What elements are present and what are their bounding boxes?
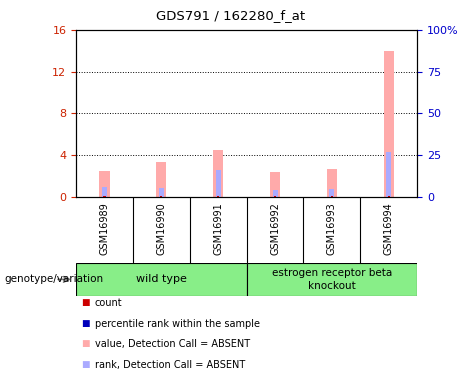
- Bar: [76, 262, 247, 296]
- Text: GSM16990: GSM16990: [156, 202, 166, 255]
- Text: ■: ■: [81, 360, 89, 369]
- Text: rank, Detection Call = ABSENT: rank, Detection Call = ABSENT: [95, 360, 245, 370]
- Text: genotype/variation: genotype/variation: [5, 274, 104, 284]
- Bar: [386, 152, 391, 197]
- Text: GSM16993: GSM16993: [327, 202, 337, 255]
- Bar: [272, 190, 278, 197]
- Text: ■: ■: [81, 298, 89, 307]
- Text: ■: ■: [81, 339, 89, 348]
- Bar: [384, 51, 394, 197]
- Bar: [102, 188, 107, 197]
- Text: wild type: wild type: [136, 274, 187, 284]
- Bar: [388, 196, 390, 197]
- Text: GSM16994: GSM16994: [384, 202, 394, 255]
- Bar: [103, 196, 106, 197]
- Bar: [327, 169, 337, 197]
- Bar: [213, 150, 223, 197]
- Text: estrogen receptor beta
knockout: estrogen receptor beta knockout: [272, 268, 392, 291]
- Text: GSM16989: GSM16989: [100, 202, 110, 255]
- Bar: [159, 188, 164, 197]
- Bar: [247, 262, 417, 296]
- Text: GDS791 / 162280_f_at: GDS791 / 162280_f_at: [156, 9, 305, 22]
- Text: percentile rank within the sample: percentile rank within the sample: [95, 319, 260, 329]
- Bar: [156, 162, 166, 197]
- Bar: [270, 172, 280, 197]
- Text: GSM16991: GSM16991: [213, 202, 223, 255]
- Bar: [331, 196, 333, 197]
- Text: count: count: [95, 298, 122, 308]
- Bar: [160, 196, 162, 197]
- Text: GSM16992: GSM16992: [270, 202, 280, 255]
- Bar: [329, 189, 335, 197]
- Bar: [274, 196, 276, 197]
- Bar: [217, 196, 219, 197]
- Text: ■: ■: [81, 319, 89, 328]
- Text: value, Detection Call = ABSENT: value, Detection Call = ABSENT: [95, 339, 249, 350]
- Bar: [216, 170, 221, 197]
- Bar: [100, 171, 110, 197]
